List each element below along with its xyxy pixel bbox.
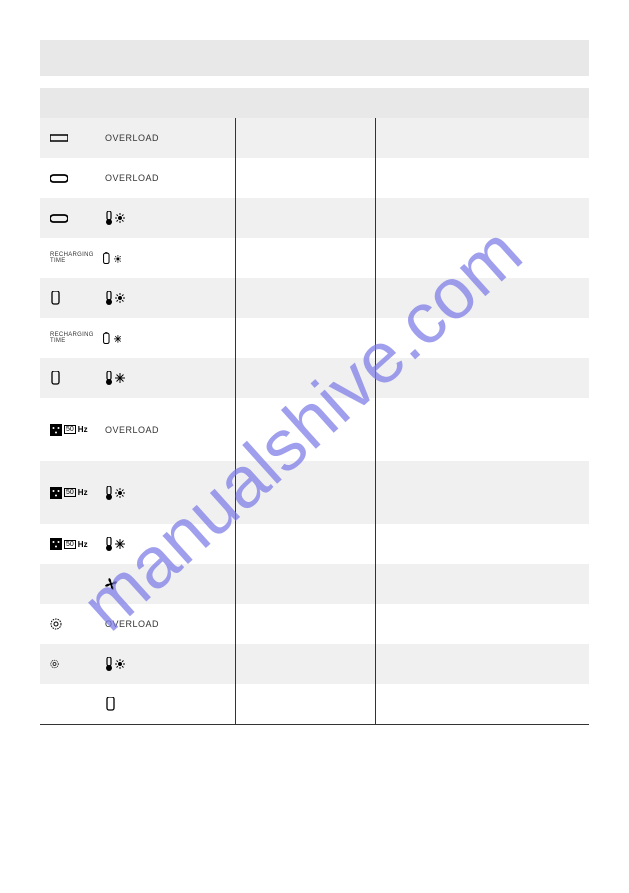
row-icon: 50Hz [50,538,95,550]
row-col2 [236,644,376,684]
row-col2 [236,238,376,278]
row-icon: RECHARGING TIME [50,332,95,344]
row-col3 [376,461,589,524]
row-col3 [376,238,589,278]
table-row: OVERLOAD [40,118,589,158]
row-col2 [236,604,376,644]
row-col2 [236,118,376,158]
row-label: OVERLOAD [105,425,235,435]
row-icon [50,658,95,670]
table-row: RECHARGING TIME [40,238,589,278]
row-indicator-cell [40,684,236,724]
table-header [40,88,589,118]
row-indicator-cell [40,358,236,398]
row-label [105,291,235,305]
row-icon [50,291,95,305]
row-icon [50,212,95,224]
table: OVERLOAD OVERLOAD RECHARGING TIME RECHARGIN… [40,88,589,725]
row-col3 [376,564,589,604]
row-indicator-cell: 50Hz [40,524,236,564]
table-row: OVERLOAD [40,158,589,198]
row-icon [50,371,95,385]
table-row: 50Hz [40,461,589,524]
row-col3 [376,118,589,158]
table-row [40,198,589,238]
row-icon: 50Hz [50,424,95,436]
table-row [40,358,589,398]
table-row [40,564,589,604]
page-content: OVERLOAD OVERLOAD RECHARGING TIME RECHARGIN… [0,0,629,725]
row-indicator-cell [40,198,236,238]
row-col3 [376,158,589,198]
row-col2 [236,198,376,238]
table-row: 50Hz OVERLOAD [40,398,589,461]
row-icon [50,618,95,630]
row-col3 [376,644,589,684]
row-label [105,697,235,711]
row-col2 [236,318,376,358]
row-icon [50,132,95,144]
row-label: OVERLOAD [105,173,235,183]
row-col3 [376,604,589,644]
row-indicator-cell [40,564,236,604]
row-indicator-cell: OVERLOAD [40,604,236,644]
row-col3 [376,358,589,398]
row-col3 [376,524,589,564]
table-row: OVERLOAD [40,604,589,644]
row-label [105,578,235,590]
title-bar [40,40,589,76]
row-label: OVERLOAD [105,133,235,143]
row-col3 [376,278,589,318]
row-label [105,537,235,551]
row-col2 [236,524,376,564]
row-indicator-cell [40,644,236,684]
row-label [105,486,235,500]
row-label [105,371,235,385]
row-indicator-cell: RECHARGING TIME [40,238,236,278]
row-indicator-cell: 50Hz [40,461,236,524]
row-col2 [236,398,376,461]
table-row: RECHARGING TIME [40,318,589,358]
row-col2 [236,358,376,398]
row-label: OVERLOAD [105,619,235,629]
row-col2 [236,461,376,524]
row-indicator-cell: OVERLOAD [40,158,236,198]
row-icon: 50Hz [50,487,95,499]
row-col3 [376,398,589,461]
row-col3 [376,684,589,724]
row-icon: RECHARGING TIME [50,252,95,264]
row-indicator-cell [40,278,236,318]
table-row [40,684,589,724]
row-col2 [236,684,376,724]
row-col3 [376,198,589,238]
row-col2 [236,564,376,604]
row-indicator-cell: RECHARGING TIME [40,318,236,358]
table-row: 50Hz [40,524,589,564]
table-row [40,644,589,684]
row-indicator-cell: 50Hz OVERLOAD [40,398,236,461]
row-label [105,657,235,671]
row-label [105,211,235,225]
row-indicator-cell: OVERLOAD [40,118,236,158]
row-icon [50,172,95,184]
table-row [40,278,589,318]
row-col2 [236,158,376,198]
row-col2 [236,278,376,318]
row-col3 [376,318,589,358]
